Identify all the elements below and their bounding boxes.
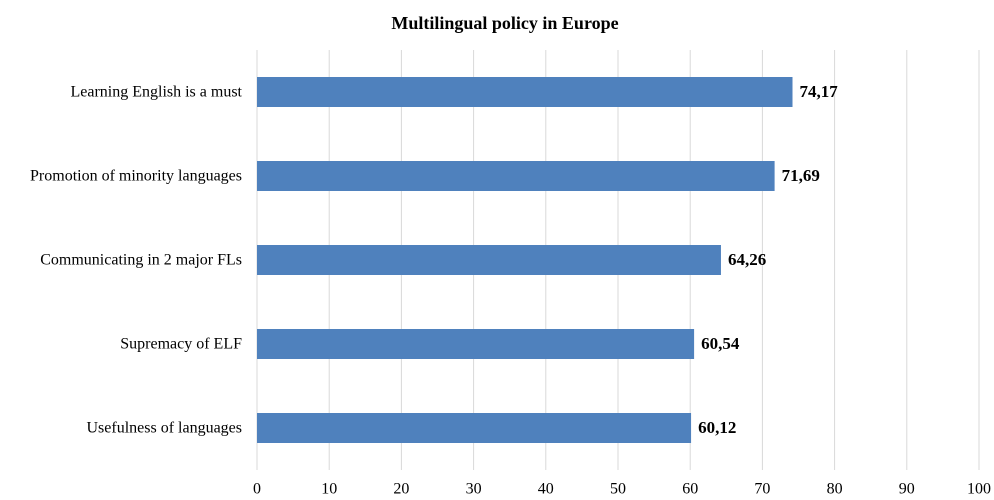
x-tick-label: 50 (610, 481, 626, 498)
value-label: 64,26 (728, 250, 766, 269)
y-tick-label: Usefulness of languages (86, 420, 242, 437)
value-label: 71,69 (782, 166, 820, 185)
value-label: 60,12 (698, 418, 736, 437)
x-tick-label: 90 (899, 481, 915, 498)
x-tick-label: 0 (253, 481, 261, 498)
x-tick-label: 60 (682, 481, 698, 498)
value-label: 60,54 (701, 334, 740, 353)
bar (257, 329, 695, 359)
y-tick-label: Supremacy of ELF (120, 336, 242, 353)
x-tick-label: 30 (466, 481, 482, 498)
x-tick-label: 100 (967, 481, 991, 498)
bar (257, 161, 775, 191)
x-tick-label: 70 (754, 481, 770, 498)
bar (257, 413, 692, 443)
bar (257, 245, 721, 275)
x-tick-label: 80 (827, 481, 843, 498)
value-label: 74,17 (800, 82, 839, 101)
y-tick-label: Learning English is a must (70, 84, 242, 101)
y-tick-label: Promotion of minority languages (30, 168, 242, 185)
chart-title: Multilingual policy in Europe (391, 13, 618, 33)
bar (257, 77, 793, 107)
y-tick-label: Communicating in 2 major FLs (40, 252, 242, 269)
x-tick-label: 40 (538, 481, 554, 498)
x-tick-label: 10 (321, 481, 337, 498)
x-tick-label: 20 (393, 481, 409, 498)
